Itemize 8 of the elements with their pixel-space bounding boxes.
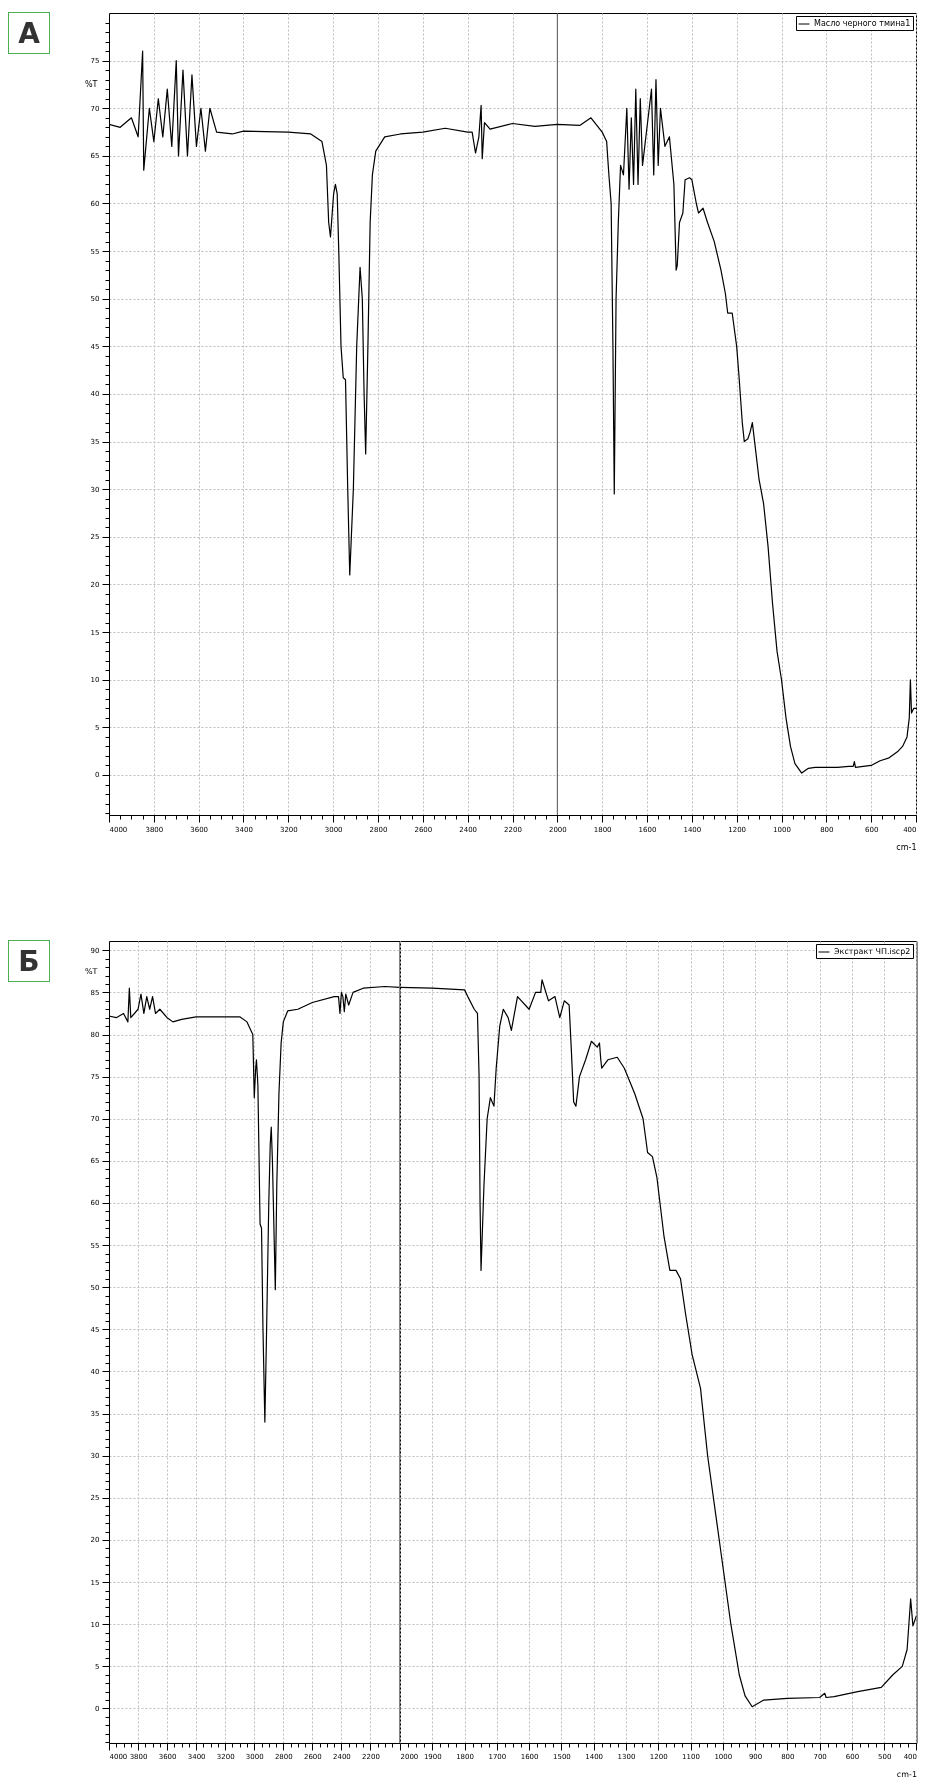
- y-axis-title: %T: [85, 966, 98, 976]
- legend-label: Масло черного тмина1: [814, 19, 911, 28]
- x-axis-title: cm-1: [896, 842, 917, 852]
- x-axis-title: cm-1: [896, 1770, 917, 1780]
- panel-label: А: [8, 12, 50, 54]
- legend-label: Экстракт ЧП.iscp2: [833, 947, 910, 957]
- panel-label: Б: [8, 940, 50, 982]
- y-axis-title: %T: [85, 79, 98, 89]
